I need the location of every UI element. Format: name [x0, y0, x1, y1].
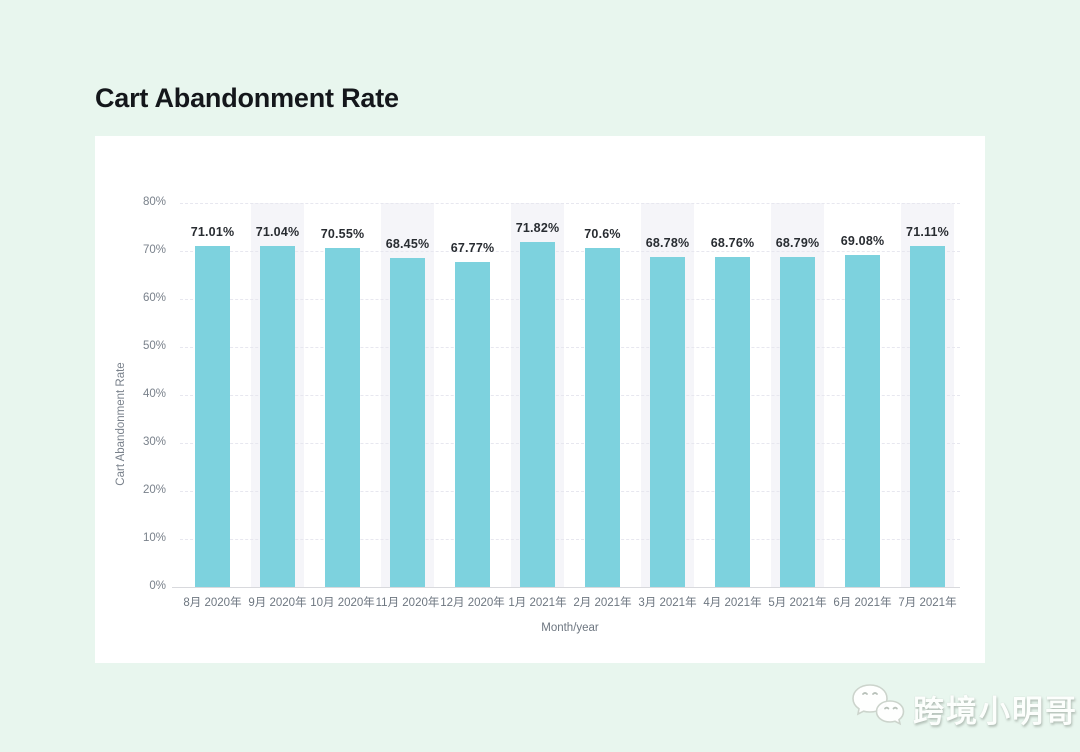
- x-tick-label: 8月 2020年: [183, 597, 242, 609]
- bar-value-label: 71.01%: [190, 225, 235, 240]
- y-tick-label: 30%: [142, 436, 166, 448]
- bar-value-label: 68.79%: [775, 235, 820, 250]
- bar[interactable]: [910, 245, 945, 587]
- x-tick-label: 11月 2020年: [375, 597, 440, 609]
- bar[interactable]: [455, 261, 490, 587]
- bar-value-label: 70.55%: [320, 227, 365, 242]
- x-tick-label: 4月 2021年: [703, 597, 762, 609]
- y-tick-label: 20%: [142, 484, 166, 496]
- bar[interactable]: [845, 255, 880, 587]
- page-title: Cart Abandonment Rate: [95, 83, 399, 113]
- bar-value-label: 68.76%: [710, 235, 755, 250]
- bar-value-label: 71.11%: [906, 224, 949, 239]
- gridline: [180, 299, 960, 300]
- bar[interactable]: [390, 258, 425, 587]
- gridline: [180, 539, 960, 540]
- bar-value-label: 68.78%: [645, 235, 690, 250]
- x-tick-label: 7月 2021年: [898, 597, 957, 609]
- bar[interactable]: [195, 246, 230, 587]
- gridline: [180, 443, 960, 444]
- y-tick-label: 80%: [142, 196, 166, 208]
- bar[interactable]: [650, 256, 685, 587]
- x-tick-label: 10月 2020年: [310, 597, 375, 609]
- bar-value-label: 70.6%: [584, 227, 621, 242]
- y-axis-title: Cart Abandonment Rate: [115, 362, 127, 486]
- bar-value-label: 67.77%: [450, 240, 495, 255]
- bar-value-label: 71.04%: [255, 225, 300, 239]
- wechat-icon: [849, 681, 907, 736]
- y-tick-label: 0%: [149, 580, 166, 592]
- bar-value-label: 71.82%: [515, 221, 560, 236]
- bar-value-label: 68.45%: [385, 237, 430, 252]
- y-tick-label: 70%: [142, 244, 166, 256]
- x-tick-label: 1月 2021年: [508, 597, 567, 609]
- x-tick-label: 6月 2021年: [833, 597, 892, 609]
- y-tick-label: 40%: [142, 388, 166, 400]
- x-tick-label: 5月 2021年: [768, 597, 827, 609]
- bar[interactable]: [325, 248, 360, 587]
- gridline: [180, 251, 960, 252]
- gridline: [180, 395, 960, 396]
- bar-value-label: 69.08%: [840, 234, 885, 249]
- x-tick-label: 3月 2021年: [638, 597, 697, 609]
- x-axis-line: [172, 587, 960, 588]
- bar[interactable]: [585, 248, 620, 587]
- x-tick-label: 12月 2020年: [440, 597, 505, 609]
- y-tick-label: 10%: [142, 532, 166, 544]
- bar[interactable]: [715, 256, 750, 587]
- x-tick-label: 2月 2021年: [573, 597, 632, 609]
- x-axis-title: Month/year: [541, 622, 599, 634]
- bar[interactable]: [520, 242, 555, 587]
- watermark: 跨境小明哥: [849, 681, 1078, 736]
- bar[interactable]: [780, 256, 815, 587]
- y-tick-label: 60%: [142, 292, 166, 304]
- x-tick-label: 9月 2020年: [248, 597, 307, 609]
- watermark-text: 跨境小明哥: [913, 694, 1078, 729]
- gridline: [180, 347, 960, 348]
- gridline: [180, 203, 960, 204]
- y-tick-label: 50%: [142, 340, 166, 352]
- bar[interactable]: [260, 246, 295, 587]
- gridline: [180, 491, 960, 492]
